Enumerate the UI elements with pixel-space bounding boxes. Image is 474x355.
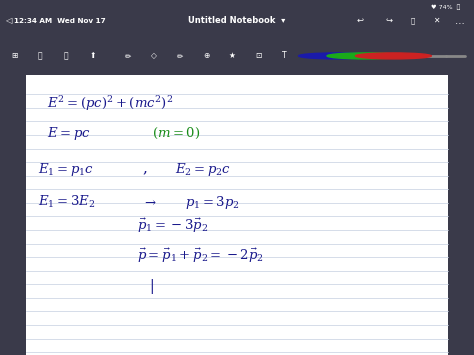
Text: ⬆: ⬆	[89, 51, 96, 60]
Text: 🔍: 🔍	[38, 51, 43, 60]
Text: ✒: ✒	[307, 51, 314, 60]
Text: $,$: $,$	[142, 162, 147, 178]
Text: $(m = 0)$: $(m = 0)$	[152, 126, 200, 141]
Text: ⬜: ⬜	[64, 51, 69, 60]
Text: $E^2 = (pc)^2 + (mc^2)^2$: $E^2 = (pc)^2 + (mc^2)^2$	[47, 94, 173, 114]
Circle shape	[356, 53, 431, 59]
Text: ★: ★	[229, 51, 236, 60]
Text: ⊞: ⊞	[11, 51, 18, 60]
Text: Untitled Notebook  ▾: Untitled Notebook ▾	[188, 16, 286, 25]
Text: …: …	[455, 16, 465, 26]
Text: 12:34 AM  Wed Nov 17: 12:34 AM Wed Nov 17	[14, 17, 106, 23]
Text: $p_1 = 3p_2$: $p_1 = 3p_2$	[185, 194, 240, 211]
Text: $\vec{p} = \vec{p}_1 + \vec{p}_2 = -2\vec{p}_2$: $\vec{p} = \vec{p}_1 + \vec{p}_2 = -2\ve…	[137, 246, 264, 265]
Circle shape	[327, 53, 403, 59]
Text: ⊕: ⊕	[203, 51, 210, 60]
Circle shape	[299, 53, 374, 59]
Text: ⊡: ⊡	[255, 51, 262, 60]
Text: ♥ 74%  🔋: ♥ 74% 🔋	[431, 4, 460, 10]
Text: $E_1 = p_1 c$: $E_1 = p_1 c$	[38, 162, 94, 179]
Text: ⬜: ⬜	[410, 17, 414, 24]
Text: T: T	[282, 51, 287, 60]
Text: ↪: ↪	[385, 16, 392, 25]
Text: $E_2 = p_2 c$: $E_2 = p_2 c$	[175, 162, 231, 179]
Bar	[26, 75, 448, 355]
Text: $|$: $|$	[149, 277, 154, 296]
Text: $E = pc$: $E = pc$	[47, 125, 91, 142]
Text: $E_1 = 3E_2$: $E_1 = 3E_2$	[38, 194, 95, 210]
Text: ✕: ✕	[433, 16, 439, 25]
Text: ✏: ✏	[125, 51, 131, 60]
Text: $\rightarrow$: $\rightarrow$	[142, 196, 157, 209]
Text: ◇: ◇	[151, 51, 157, 60]
Text: ✏: ✏	[177, 51, 183, 60]
Text: ↩: ↩	[357, 16, 364, 25]
Text: ◁: ◁	[5, 16, 11, 25]
Text: $\vec{p}_1 = -3\vec{p}_2$: $\vec{p}_1 = -3\vec{p}_2$	[137, 217, 209, 235]
